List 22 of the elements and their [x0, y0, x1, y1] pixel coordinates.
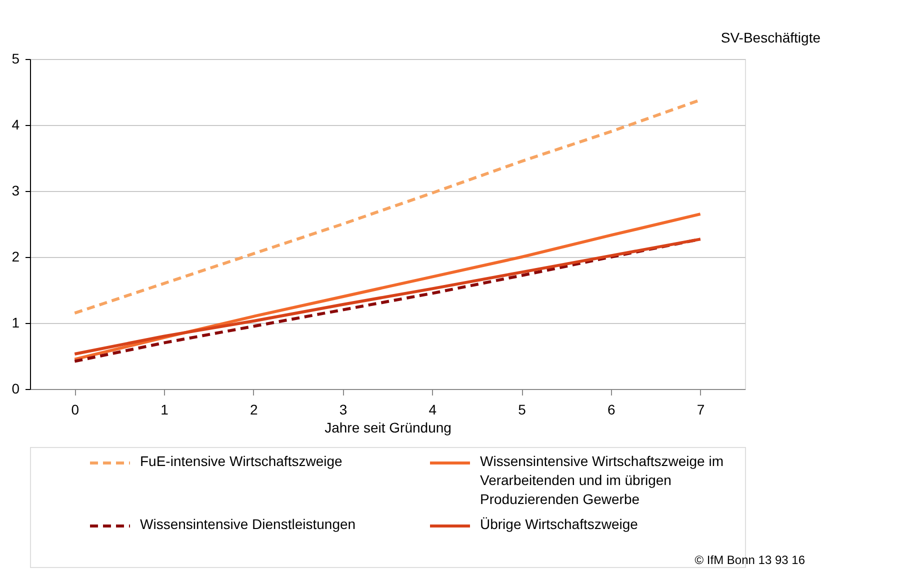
y-tick-label: 5	[12, 50, 20, 66]
legend-label: FuE-intensive Wirtschaftszweige	[140, 453, 343, 469]
line-series	[73, 212, 702, 361]
x-tick-label: 2	[250, 402, 258, 418]
x-axis-title: Jahre seit Gründung	[324, 420, 452, 436]
x-tick-label: 1	[160, 402, 169, 418]
x-tick-label: 4	[428, 402, 437, 418]
x-tick-label: 3	[339, 402, 348, 418]
y-tick-label: 2	[12, 248, 20, 264]
y-tick-label: 1	[12, 314, 20, 330]
text: © IfM Bonn 13 93 16	[694, 553, 806, 567]
x-tick-label: 6	[608, 402, 616, 418]
y-tick-label: 4	[12, 116, 20, 132]
legend-label: Wissensintensive Dienstleistungen	[140, 516, 356, 532]
x-tick-label: 5	[518, 402, 526, 418]
x-tick-label: 7	[696, 402, 705, 418]
y-axis-title: SV-Beschäftigte	[720, 30, 821, 46]
legend-label: Übrige Wirtschaftszweige	[480, 516, 638, 532]
legend-label: Wissensintensive Wirtschaftszweige im Verarbeitenden und im übrigen Produzierenden Gewerbe	[480, 453, 724, 507]
y-tick-label: 3	[12, 182, 20, 198]
y-tick-label: 0	[12, 380, 20, 396]
x-tick-label: 0	[71, 402, 80, 418]
